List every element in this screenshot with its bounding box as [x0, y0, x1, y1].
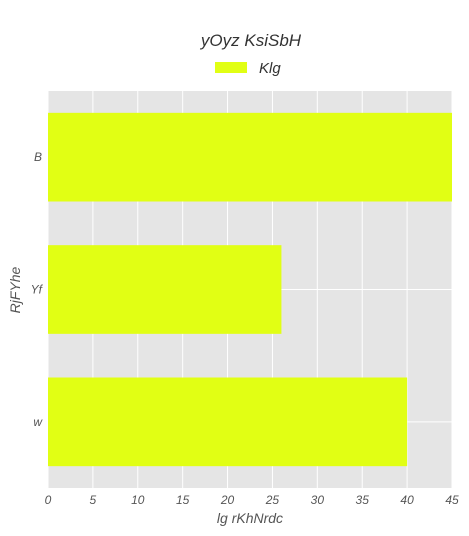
x-axis-label: lg rKhNrdc	[217, 510, 283, 526]
x-tick-label: 15	[176, 493, 190, 507]
legend-label: Klg	[259, 60, 281, 77]
y-axis-label: RjFYhe	[7, 266, 23, 313]
x-tick-label: 10	[131, 493, 145, 507]
legend-swatch	[215, 62, 247, 73]
x-tick-label: 5	[90, 493, 97, 507]
legend: Klg	[215, 60, 281, 77]
x-tick-label: 30	[311, 493, 325, 507]
chart-title: yOyz KsiSbH	[200, 31, 302, 50]
bar	[48, 112, 452, 202]
x-tick-label: 35	[356, 493, 370, 507]
x-tick-labels: 0 5 10 15 20 25 30 35 40 45	[45, 493, 459, 507]
x-tick-label: 0	[45, 493, 52, 507]
x-tick-label: 20	[220, 493, 235, 507]
x-tick-label: 40	[400, 493, 414, 507]
y-tick-labels: B Yf w	[31, 150, 44, 429]
bar	[48, 377, 408, 467]
x-tick-label: 45	[445, 493, 459, 507]
x-tick-label: 25	[265, 493, 280, 507]
bars	[48, 112, 452, 467]
y-tick-label: B	[34, 150, 42, 164]
y-tick-label: Yf	[31, 283, 44, 297]
bar	[48, 245, 282, 334]
y-tick-label: w	[33, 415, 43, 429]
